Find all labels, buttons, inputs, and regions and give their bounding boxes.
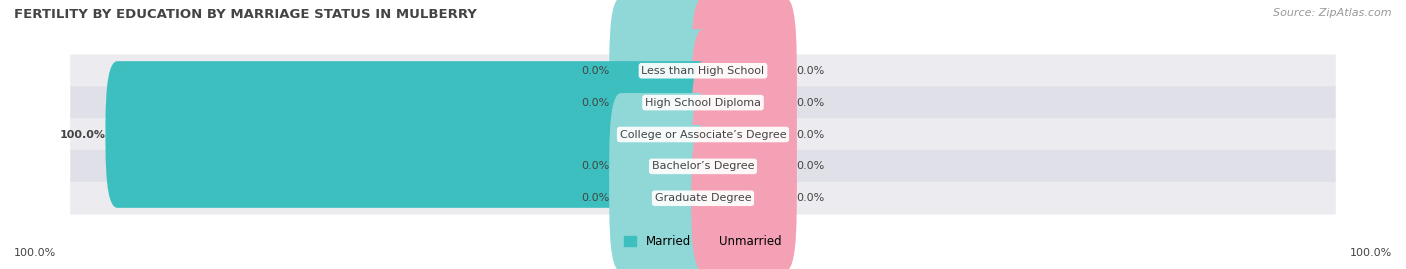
Text: 0.0%: 0.0% — [581, 98, 609, 108]
Text: 0.0%: 0.0% — [581, 66, 609, 76]
FancyBboxPatch shape — [692, 61, 797, 208]
FancyBboxPatch shape — [692, 0, 797, 144]
Text: 0.0%: 0.0% — [797, 98, 825, 108]
Text: Graduate Degree: Graduate Degree — [655, 193, 751, 203]
FancyBboxPatch shape — [609, 125, 714, 269]
FancyBboxPatch shape — [609, 29, 714, 176]
Text: 0.0%: 0.0% — [581, 161, 609, 171]
FancyBboxPatch shape — [105, 61, 714, 208]
Text: FERTILITY BY EDUCATION BY MARRIAGE STATUS IN MULBERRY: FERTILITY BY EDUCATION BY MARRIAGE STATU… — [14, 8, 477, 21]
Text: 100.0%: 100.0% — [14, 248, 56, 258]
Text: College or Associate’s Degree: College or Associate’s Degree — [620, 129, 786, 140]
FancyBboxPatch shape — [70, 118, 1336, 151]
FancyBboxPatch shape — [692, 29, 797, 176]
FancyBboxPatch shape — [70, 150, 1336, 183]
Text: Bachelor’s Degree: Bachelor’s Degree — [652, 161, 754, 171]
FancyBboxPatch shape — [70, 182, 1336, 214]
Text: 100.0%: 100.0% — [59, 129, 105, 140]
Legend: Married, Unmarried: Married, Unmarried — [620, 230, 786, 253]
Text: 0.0%: 0.0% — [797, 129, 825, 140]
FancyBboxPatch shape — [609, 93, 714, 240]
Text: 0.0%: 0.0% — [797, 66, 825, 76]
Text: High School Diploma: High School Diploma — [645, 98, 761, 108]
Text: 100.0%: 100.0% — [1350, 248, 1392, 258]
Text: 0.0%: 0.0% — [797, 161, 825, 171]
FancyBboxPatch shape — [609, 0, 714, 144]
Text: Source: ZipAtlas.com: Source: ZipAtlas.com — [1274, 8, 1392, 18]
Text: Less than High School: Less than High School — [641, 66, 765, 76]
FancyBboxPatch shape — [70, 55, 1336, 87]
FancyBboxPatch shape — [692, 93, 797, 240]
Text: 0.0%: 0.0% — [797, 193, 825, 203]
Text: 0.0%: 0.0% — [581, 193, 609, 203]
FancyBboxPatch shape — [692, 125, 797, 269]
FancyBboxPatch shape — [70, 86, 1336, 119]
